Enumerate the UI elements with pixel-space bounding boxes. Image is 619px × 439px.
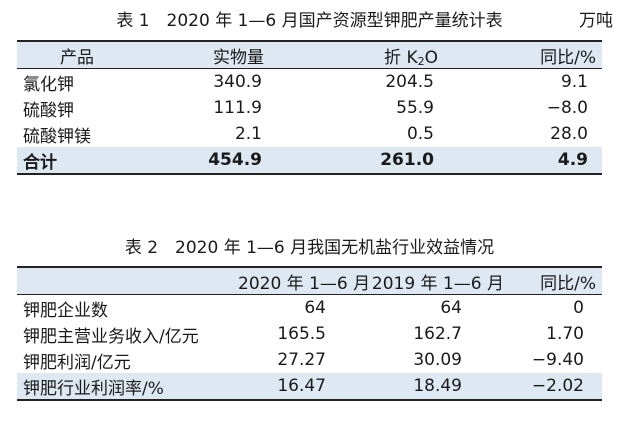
table1-header-row: 产品 实物量 折 K2O 同比/% <box>17 41 602 69</box>
value-2020-cell: 16.47 <box>277 376 326 396</box>
table1-total-row: 合计 454.9 261.0 4.9 <box>17 147 602 174</box>
table1-caption: 表 1 2020 年 1—6 月国产资源型钾肥产量统计表 <box>0 10 619 32</box>
item-cell: 钾肥行业利润率/% <box>23 378 164 399</box>
value-2019-cell: 30.09 <box>413 350 462 370</box>
yoy-cell: 1.70 <box>546 324 584 344</box>
item-cell: 钾肥利润/亿元 <box>23 352 131 373</box>
table1: 产品 实物量 折 K2O 同比/% 氯化钾 340.9 204.5 9.1 硫酸… <box>17 40 602 175</box>
table1-caption-text: 表 1 2020 年 1—6 月国产资源型钾肥产量统计表 <box>116 11 503 31</box>
table-row: 钾肥利润/亿元 27.27 30.09 −9.40 <box>17 347 602 373</box>
k2o-suffix: O <box>424 47 438 68</box>
value-2020-cell: 165.5 <box>277 324 326 344</box>
table-row: 硫酸钾镁 2.1 0.5 28.0 <box>17 121 602 147</box>
total-physical: 454.9 <box>208 150 262 170</box>
yoy-cell: 0 <box>573 298 584 318</box>
k2o-subscript: 2 <box>417 54 425 68</box>
item-cell: 钾肥企业数 <box>23 300 108 321</box>
value-2019-cell: 64 <box>440 298 462 318</box>
table2-caption-text: 表 2 2020 年 1—6 月我国无机盐行业效益情况 <box>124 238 495 258</box>
k2o-cell: 204.5 <box>385 72 434 92</box>
table1-header-product: 产品 <box>17 41 137 69</box>
k2o-prefix: 折 K <box>384 47 418 68</box>
table2-header-2020: 2020 年 1—6 月 <box>232 267 370 295</box>
table1-header-physical: 实物量 <box>137 41 302 69</box>
table-row: 钾肥企业数 64 64 0 <box>17 295 602 322</box>
table1-header-yoy: 同比/% <box>462 41 602 69</box>
yoy-cell: −8.0 <box>546 98 588 118</box>
table1-header-k2o: 折 K2O <box>302 41 462 69</box>
table2-header-item <box>17 267 232 295</box>
product-cell: 硫酸钾镁 <box>23 126 91 147</box>
table2-header-yoy: 同比/% <box>510 267 602 295</box>
total-yoy: 4.9 <box>557 150 588 170</box>
physical-cell: 111.9 <box>213 98 262 118</box>
table-row: 氯化钾 340.9 204.5 9.1 <box>17 69 602 96</box>
yoy-cell: 9.1 <box>560 72 588 92</box>
physical-cell: 2.1 <box>234 124 262 144</box>
table2-caption: 表 2 2020 年 1—6 月我国无机盐行业效益情况 <box>0 237 619 259</box>
table2-header-2019: 2019 年 1—6 月 <box>362 267 510 295</box>
value-2020-cell: 64 <box>304 298 326 318</box>
table-row: 钾肥行业利润率/% 16.47 18.49 −2.02 <box>17 373 602 400</box>
yoy-cell: −2.02 <box>531 376 584 396</box>
k2o-cell: 55.9 <box>396 98 434 118</box>
table2-header-row: 2020 年 1—6 月 2019 年 1—6 月 同比/% <box>17 267 602 295</box>
yoy-cell: −9.40 <box>531 350 584 370</box>
table1-unit: 万吨 <box>579 11 613 31</box>
table2: 2020 年 1—6 月 2019 年 1—6 月 同比/% 钾肥企业数 64 … <box>17 266 602 401</box>
product-cell: 氯化钾 <box>23 74 74 95</box>
k2o-cell: 0.5 <box>406 124 434 144</box>
total-label: 合计 <box>23 152 57 173</box>
table-row: 钾肥主营业务收入/亿元 165.5 162.7 1.70 <box>17 321 602 347</box>
physical-cell: 340.9 <box>213 72 262 92</box>
value-2019-cell: 18.49 <box>413 376 462 396</box>
value-2020-cell: 27.27 <box>277 350 326 370</box>
product-cell: 硫酸钾 <box>23 100 74 121</box>
total-k2o: 261.0 <box>380 150 434 170</box>
item-cell: 钾肥主营业务收入/亿元 <box>23 326 199 347</box>
value-2019-cell: 162.7 <box>413 324 462 344</box>
table-row: 硫酸钾 111.9 55.9 −8.0 <box>17 95 602 121</box>
yoy-cell: 28.0 <box>550 124 588 144</box>
